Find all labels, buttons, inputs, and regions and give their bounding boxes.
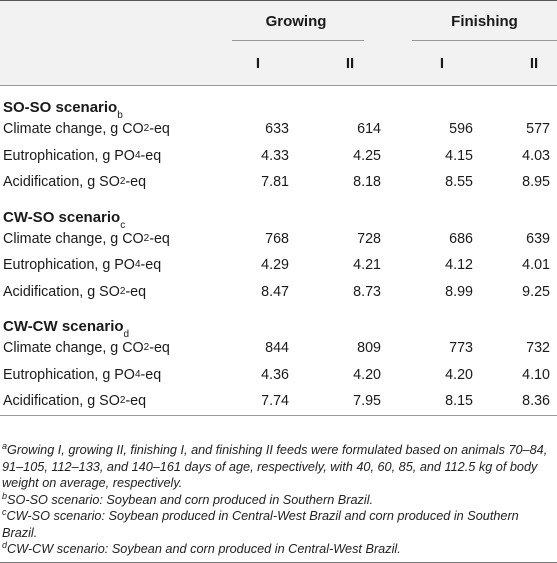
- table-row: Acidification, g SO 2 -eq 7.74 7.95 8.15 8.36: [0, 388, 557, 416]
- table-row: Climate change, g CO 2 -eq 633 614 596 577: [0, 116, 557, 143]
- table-cell: 4.03: [522, 147, 550, 164]
- table-cell: 4.21: [353, 257, 381, 274]
- table-cell: 4.36: [261, 366, 289, 383]
- table-cell: 633: [265, 121, 289, 138]
- table-cell: 4.01: [522, 257, 550, 274]
- footnote-d: dCW-CW scenario: Soybean and corn produc…: [2, 540, 401, 557]
- row-label: Acidification, g SO 2 -eq: [3, 393, 147, 410]
- scenario-header-row: SO-SO scenario b: [0, 86, 557, 121]
- header-growing: Growing: [265, 12, 327, 30]
- footnote-a: aGrowing I, growing II, finishing I, and…: [2, 441, 548, 491]
- row-label: Acidification, g SO 2 -eq: [3, 283, 147, 300]
- scenario-header-row: CW-CW scenario d: [0, 305, 557, 340]
- header-finishing-ii: II: [529, 54, 539, 72]
- table-row: Eutrophication, g PO 4 -eq 4.29 4.21 4.12 4.01: [0, 252, 557, 279]
- table-cell: 8.15: [445, 393, 473, 410]
- table-body: SO-SO scenario b Climate change, g CO 2 -eq 6…: [0, 86, 557, 416]
- table-cell: 4.10: [522, 366, 550, 383]
- table-cell: 728: [357, 230, 381, 247]
- table-row: Acidification, g SO 2 -eq 8.47 8.73 8.99 9.25: [0, 279, 557, 306]
- table-cell: 4.20: [445, 366, 473, 383]
- header-finishing-i: I: [439, 54, 445, 72]
- table-cell: 8.36: [522, 393, 550, 410]
- table-cell: 8.18: [353, 174, 381, 191]
- table-row: Eutrophication, g PO 4 -eq 4.33 4.25 4.15 4.03: [0, 143, 557, 170]
- table-cell: 9.25: [522, 283, 550, 300]
- table-cell: 4.20: [353, 366, 381, 383]
- header-underline-growing: [232, 40, 364, 41]
- scenario-header-row: CW-SO scenario c: [0, 196, 557, 231]
- table-cell: 4.33: [261, 147, 289, 164]
- table-cell: 7.95: [353, 393, 381, 410]
- table-header-group-row: Growing Finishing: [0, 0, 557, 41]
- header-growing-i: I: [255, 54, 261, 72]
- table-cell: 577: [526, 121, 550, 138]
- table-cell: 7.81: [261, 174, 289, 191]
- table-cell: 8.55: [445, 174, 473, 191]
- table-cell: 4.15: [445, 147, 473, 164]
- row-label: Climate change, g CO 2 -eq: [3, 340, 170, 357]
- table-row: Climate change, g CO 2 -eq 844 809 773 732: [0, 335, 557, 362]
- table-row: Eutrophication, g PO 4 -eq 4.36 4.20 4.20 4.10: [0, 362, 557, 389]
- scenario-title: CW-CW scenario d: [3, 318, 130, 340]
- header-growing-ii: II: [345, 54, 355, 72]
- scenario-title: CW-SO scenario c: [3, 208, 126, 231]
- table-cell: 8.95: [522, 174, 550, 191]
- table-cell: 773: [449, 340, 473, 357]
- table-cell: 8.99: [445, 283, 473, 300]
- row-label: Eutrophication, g PO 4 -eq: [3, 257, 162, 274]
- table-cell: 844: [265, 340, 289, 357]
- footnote-c: cCW-SO scenario: Soybean produced in Cen…: [2, 507, 519, 540]
- row-label: Climate change, g CO 2 -eq: [3, 121, 170, 138]
- scenario-title: SO-SO scenario b: [3, 99, 123, 121]
- table-cell: 4.29: [261, 257, 289, 274]
- table-cell: 768: [265, 230, 289, 247]
- table-cell: 614: [357, 121, 381, 138]
- row-label: Acidification, g SO 2 -eq: [3, 174, 147, 191]
- row-label: Climate change, g CO 2 -eq: [3, 230, 170, 247]
- table-cell: 7.74: [261, 393, 289, 410]
- table-cell: 639: [526, 230, 550, 247]
- header-finishing: Finishing: [451, 12, 518, 30]
- table-cell: 596: [449, 121, 473, 138]
- table-cell: 732: [526, 340, 550, 357]
- table-header-sub-row: I II I II: [0, 41, 557, 86]
- table-cell: 809: [357, 340, 381, 357]
- row-label: Eutrophication, g PO 4 -eq: [3, 366, 162, 383]
- impact-table: Growing Finishing I II I II SO-SO scenar…: [0, 0, 557, 416]
- table-cell: 8.73: [353, 283, 381, 300]
- table-row: Climate change, g CO 2 -eq 768 728 686 639: [0, 226, 557, 253]
- table-cell: 4.12: [445, 257, 473, 274]
- footnote-b: bSO-SO scenario: Soybean and corn produc…: [2, 490, 374, 507]
- table-cell: 686: [449, 230, 473, 247]
- table-cell: 8.47: [261, 283, 289, 300]
- header-underline-finishing: [412, 40, 557, 41]
- table-row: Acidification, g SO 2 -eq 7.81 8.18 8.55 8.95: [0, 169, 557, 196]
- row-label: Eutrophication, g PO 4 -eq: [3, 147, 162, 164]
- table-cell: 4.25: [353, 147, 381, 164]
- table-footnotes: aGrowing I, growing II, finishing I, and…: [2, 442, 554, 558]
